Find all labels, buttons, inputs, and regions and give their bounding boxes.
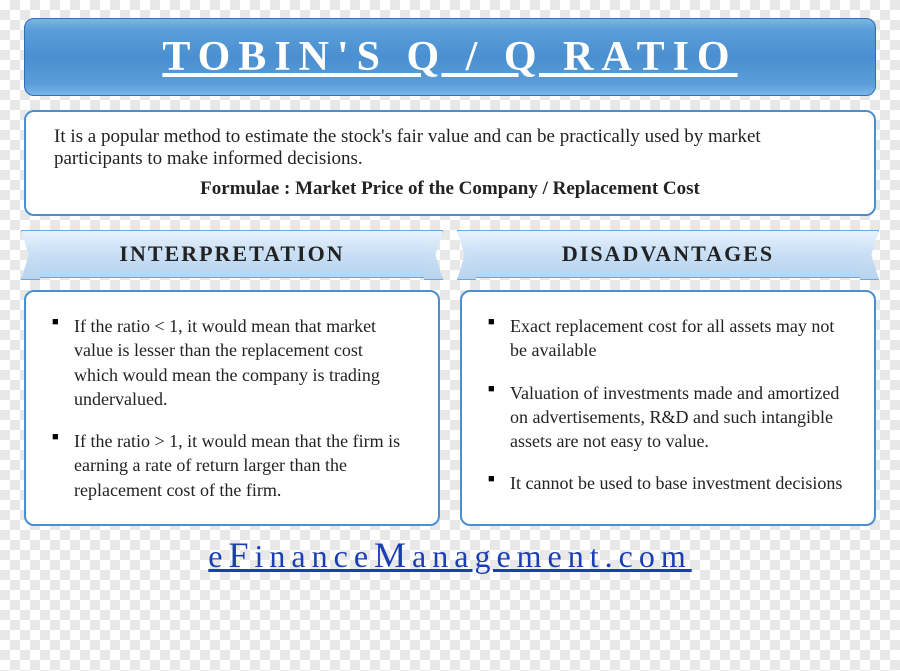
list-item: It cannot be used to base investment dec… <box>484 471 846 495</box>
page-title: TOBIN'S Q / Q RATIO <box>25 33 875 81</box>
list-item: If the ratio > 1, it would mean that the… <box>48 429 410 502</box>
footer-part: e <box>208 538 228 574</box>
footer-part: anagement.com <box>412 538 692 574</box>
list-item: Exact replacement cost for all assets ma… <box>484 314 846 363</box>
interpretation-list: If the ratio < 1, it would mean that mar… <box>48 314 410 502</box>
columns-container: INTERPRETATION If the ratio < 1, it woul… <box>24 230 876 526</box>
disadvantages-header: DISADVANTAGES <box>474 230 862 278</box>
description-text: It is a popular method to estimate the s… <box>54 126 846 170</box>
interpretation-header: INTERPRETATION <box>38 230 426 278</box>
left-column: INTERPRETATION If the ratio < 1, it woul… <box>24 230 440 526</box>
right-column: DISADVANTAGES Exact replacement cost for… <box>460 230 876 526</box>
list-item: If the ratio < 1, it would mean that mar… <box>48 314 410 411</box>
footer-link[interactable]: eFinanceManagement.com <box>24 534 876 576</box>
footer-part: inance <box>255 538 375 574</box>
footer-part: F <box>228 535 254 575</box>
disadvantages-box: Exact replacement cost for all assets ma… <box>460 290 876 526</box>
disadvantages-list: Exact replacement cost for all assets ma… <box>484 314 846 496</box>
list-item: Valuation of investments made and amorti… <box>484 381 846 454</box>
description-box: It is a popular method to estimate the s… <box>24 110 876 216</box>
interpretation-box: If the ratio < 1, it would mean that mar… <box>24 290 440 526</box>
formula-text: Formulae : Market Price of the Company /… <box>54 178 846 200</box>
footer-part: M <box>374 535 412 575</box>
title-bar: TOBIN'S Q / Q RATIO <box>24 18 876 96</box>
